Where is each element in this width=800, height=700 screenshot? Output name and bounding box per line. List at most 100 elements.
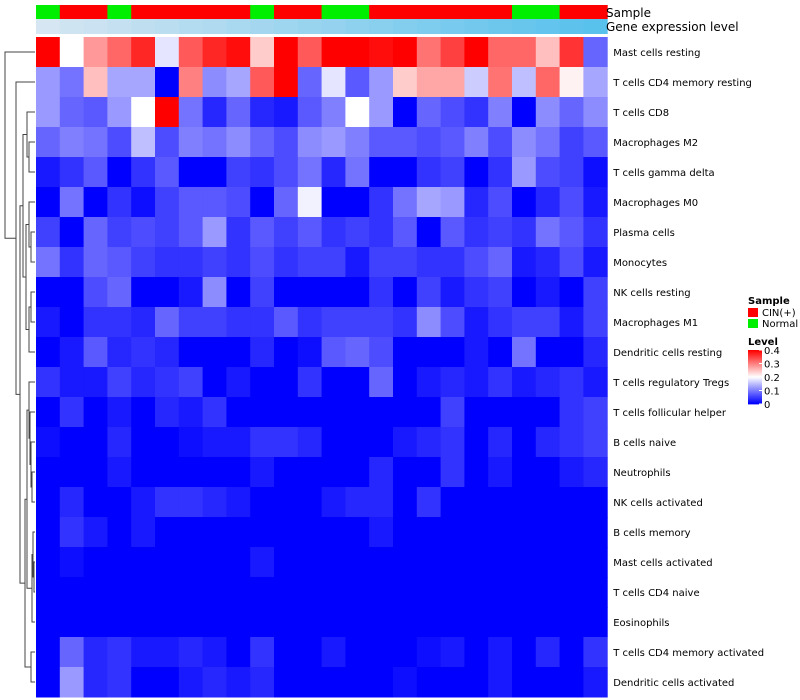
heatmap-cell: [36, 397, 61, 428]
expression-annotation-cell: [416, 19, 442, 34]
heatmap-cell: [583, 577, 608, 608]
heatmap-cell: [59, 37, 85, 68]
heatmap-cell: [488, 67, 513, 98]
heatmap-cell: [321, 427, 346, 458]
heatmap-cell: [369, 37, 394, 68]
heatmap-cell: [107, 307, 132, 338]
heatmap-cell: [83, 247, 108, 278]
heatmap-cell: [416, 187, 442, 218]
heatmap-cell: [416, 217, 442, 248]
heatmap-cell: [131, 487, 156, 518]
heatmap-cell: [369, 187, 394, 218]
heatmap-cell: [464, 547, 489, 578]
heatmap-cell: [535, 637, 561, 668]
heatmap-cell: [345, 427, 370, 458]
expression-annotation-cell: [274, 19, 299, 34]
heatmap-cell: [583, 127, 608, 158]
sample-annotation-cell: [535, 5, 561, 19]
legend-gradient-step: [748, 392, 762, 394]
heatmap-cell: [369, 67, 394, 98]
heatmap-cell: [464, 607, 489, 638]
heatmap-cell: [178, 517, 204, 548]
heatmap-cell: [59, 187, 85, 218]
heatmap-cell: [59, 247, 85, 278]
heatmap-cell: [83, 517, 108, 548]
heatmap-cell: [369, 217, 394, 248]
heatmap-cell: [202, 97, 227, 128]
heatmap-cell: [36, 667, 61, 698]
heatmap-cell: [393, 187, 418, 218]
heatmap-cell: [131, 427, 156, 458]
heatmap-cell: [83, 97, 108, 128]
heatmap-cell: [155, 667, 180, 698]
row-label: Macrophages M0: [613, 198, 698, 209]
dendrogram-branch: [28, 141, 35, 173]
heatmap-cell: [36, 307, 61, 338]
dendrogram-branch: [33, 561, 35, 593]
heatmap-cell: [83, 187, 108, 218]
heatmap-cell: [59, 217, 85, 248]
heatmap-cell: [178, 67, 204, 98]
heatmap-cell: [155, 307, 180, 338]
heatmap-cell: [297, 127, 323, 158]
heatmap-cell: [393, 367, 418, 398]
heatmap-cell: [297, 37, 323, 68]
sample-annotation-label: Sample: [606, 6, 651, 20]
sample-annotation-cell: [416, 5, 442, 19]
heatmap-cell: [83, 637, 108, 668]
heatmap-cell: [297, 277, 323, 308]
heatmap-cell: [512, 517, 537, 548]
heatmap-cell: [178, 37, 204, 68]
heatmap-cell: [155, 607, 180, 638]
heatmap-cell: [250, 577, 275, 608]
legend-gradient-step: [748, 376, 762, 378]
heatmap-cell: [226, 547, 251, 578]
heatmap-cell: [440, 637, 465, 668]
heatmap-cell: [131, 307, 156, 338]
legend-gradient-step: [748, 372, 762, 374]
sample-annotation-bar: [36, 5, 608, 19]
heatmap-cell: [393, 127, 418, 158]
heatmap-cell: [345, 517, 370, 548]
row-label: T cells CD4 naive: [612, 588, 699, 599]
heatmap-cell: [297, 247, 323, 278]
heatmap-cell: [345, 307, 370, 338]
heatmap-cell: [107, 37, 132, 68]
heatmap-cell: [321, 337, 346, 368]
heatmap-cell: [440, 397, 465, 428]
heatmap-cell: [59, 457, 85, 488]
heatmap-cell: [559, 217, 584, 248]
legend-gradient-step: [748, 358, 762, 360]
heatmap-cell: [583, 307, 608, 338]
heatmap-cell: [369, 127, 394, 158]
heatmap-cell: [393, 307, 418, 338]
heatmap-cell: [559, 337, 584, 368]
legend-gradient-step: [748, 359, 762, 361]
heatmap-cell: [583, 37, 608, 68]
legend-gradient-step: [748, 357, 762, 359]
heatmap-cell: [369, 427, 394, 458]
heatmap-cell: [535, 67, 561, 98]
heatmap-cell: [250, 487, 275, 518]
expression-annotation-cell: [512, 19, 537, 34]
heatmap-cell: [440, 577, 465, 608]
heatmap-cell: [59, 367, 85, 398]
heatmap-cell: [440, 487, 465, 518]
expression-annotation-label: Gene expression level: [606, 20, 739, 34]
heatmap-cell: [535, 577, 561, 608]
heatmap-cell: [512, 367, 537, 398]
heatmap-cell: [178, 577, 204, 608]
heatmap-cell: [488, 337, 513, 368]
sample-annotation-cell: [59, 5, 85, 19]
heatmap-cell: [583, 517, 608, 548]
heatmap-cell: [464, 217, 489, 248]
expression-annotation-cell: [488, 19, 513, 34]
heatmap-cell: [440, 187, 465, 218]
heatmap-cell: [321, 517, 346, 548]
expression-annotation-cell: [464, 19, 489, 34]
legend-gradient-step: [748, 377, 762, 379]
heatmap-cell: [274, 517, 299, 548]
heatmap-cell: [440, 127, 465, 158]
heatmap-cell: [369, 637, 394, 668]
heatmap-cell: [297, 337, 323, 368]
